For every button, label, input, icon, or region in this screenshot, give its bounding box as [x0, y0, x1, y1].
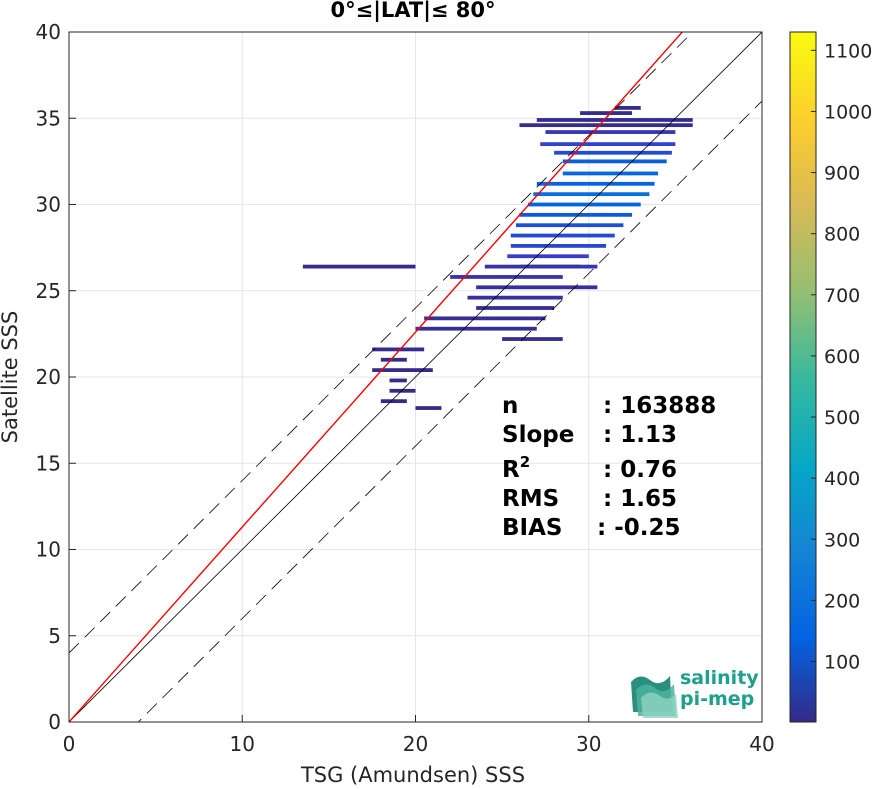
x-tick-labels: 0 10 20 30 40 — [63, 715, 775, 756]
density-cell — [533, 192, 650, 197]
x-tick-label: 30 — [576, 732, 601, 756]
colorbar-tick-label: 600 — [824, 346, 860, 368]
stat-rms-label: RMS — [502, 486, 559, 512]
stat-r2-sup: 2 — [520, 453, 530, 471]
colorbar-tick-label: 800 — [824, 224, 860, 246]
density-cell — [510, 233, 615, 238]
offset-dashed-line — [137, 100, 762, 722]
salinity-pi-mep-logo: salinity pi-mep — [631, 667, 759, 718]
colorbar-tick-label: 100 — [824, 651, 860, 673]
density-cell — [484, 264, 581, 269]
colorbar-tick-label: 900 — [824, 163, 860, 185]
density-cell — [415, 406, 442, 410]
stat-slope-label: Slope — [502, 422, 574, 448]
density-cell — [507, 254, 589, 259]
stat-r2-label: R2 — [502, 453, 530, 483]
y-tick-label: 0 — [48, 710, 61, 734]
x-axis-label: TSG (Amundsen) SSS — [300, 763, 525, 787]
density-cell — [519, 123, 693, 128]
y-tick-label: 30 — [36, 193, 61, 217]
density-cell — [467, 295, 563, 300]
density-cell — [380, 399, 407, 404]
stat-slope-value: : 1.13 — [603, 422, 677, 448]
density-cell — [424, 316, 546, 321]
colorbar — [789, 31, 817, 723]
x-tick-label: 0 — [63, 732, 76, 756]
density-cell — [389, 378, 407, 383]
density-cell — [562, 171, 659, 176]
density-cell — [372, 368, 433, 372]
stat-n-value: : 163888 — [603, 393, 716, 419]
density-cell — [502, 337, 563, 341]
identity-line — [69, 32, 762, 722]
stat-r2-value: : 0.76 — [603, 457, 677, 483]
y-axis-label: Satellite SSS — [0, 311, 22, 444]
y-tick-label: 10 — [36, 538, 61, 562]
x-tick-label: 40 — [749, 732, 774, 756]
density-cell — [562, 159, 667, 164]
y-tick-label: 15 — [36, 451, 61, 475]
stat-rms-value: : 1.65 — [603, 486, 677, 512]
density-cell — [389, 388, 416, 393]
colorbar-tick-label: 400 — [824, 468, 860, 490]
chart-title: 0°≤|LAT|≤ 80° — [330, 0, 495, 23]
stat-n-label: n — [502, 393, 518, 419]
y-tick-labels: 0 5 10 15 20 25 30 35 40 — [36, 20, 76, 734]
colorbar-tick-label: 300 — [824, 529, 860, 551]
density-cell — [302, 264, 416, 269]
reference-lines — [69, 32, 762, 722]
y-tick-label: 35 — [36, 106, 61, 130]
density-cells — [302, 106, 693, 410]
density-cell — [536, 118, 693, 122]
density-cell — [510, 244, 607, 248]
density-cell — [476, 285, 598, 290]
density-cell — [545, 130, 676, 134]
density-cell — [554, 150, 672, 155]
stat-r2-base: R — [502, 457, 520, 483]
colorbar-tick-label: 1100 — [824, 40, 872, 62]
logo-line1: salinity — [680, 667, 759, 689]
x-tick-label: 20 — [403, 732, 428, 756]
waves-icon — [631, 676, 678, 718]
y-tick-label: 40 — [36, 20, 61, 44]
density-cell — [614, 106, 641, 110]
y-tick-label: 20 — [36, 365, 61, 389]
stats-box: n : 163888 Slope : 1.13 R2 : 0.76 RMS : … — [502, 393, 716, 541]
density-cell — [372, 347, 425, 352]
density-cell — [476, 306, 555, 310]
density-cell — [450, 275, 563, 279]
y-tick-label: 25 — [36, 279, 61, 303]
y-tick-label: 5 — [48, 624, 61, 648]
stat-bias-value: : -0.25 — [597, 515, 681, 541]
density-cell — [536, 181, 655, 186]
colorbar-tick-label: 500 — [824, 407, 860, 429]
logo-line2: pi-mep — [680, 688, 754, 710]
offset-dashed-line — [69, 32, 694, 654]
colorbar-tick-label: 1000 — [824, 101, 872, 123]
density-cell — [519, 212, 633, 217]
density-cell — [415, 326, 537, 331]
density-cell — [580, 111, 633, 115]
stat-bias-label: BIAS — [502, 515, 562, 541]
regression-line — [69, 32, 684, 722]
density-cell — [380, 357, 407, 362]
density-cell — [528, 202, 641, 207]
colorbar-tick-labels: 100 200 300 400 500 600 700 800 900 1000 1100 — [811, 40, 872, 673]
colorbar-tick-label: 200 — [824, 590, 860, 612]
density-cell — [540, 142, 676, 147]
colorbar-tick-label: 700 — [824, 285, 860, 307]
density-cell — [515, 223, 624, 228]
x-tick-label: 10 — [230, 732, 255, 756]
